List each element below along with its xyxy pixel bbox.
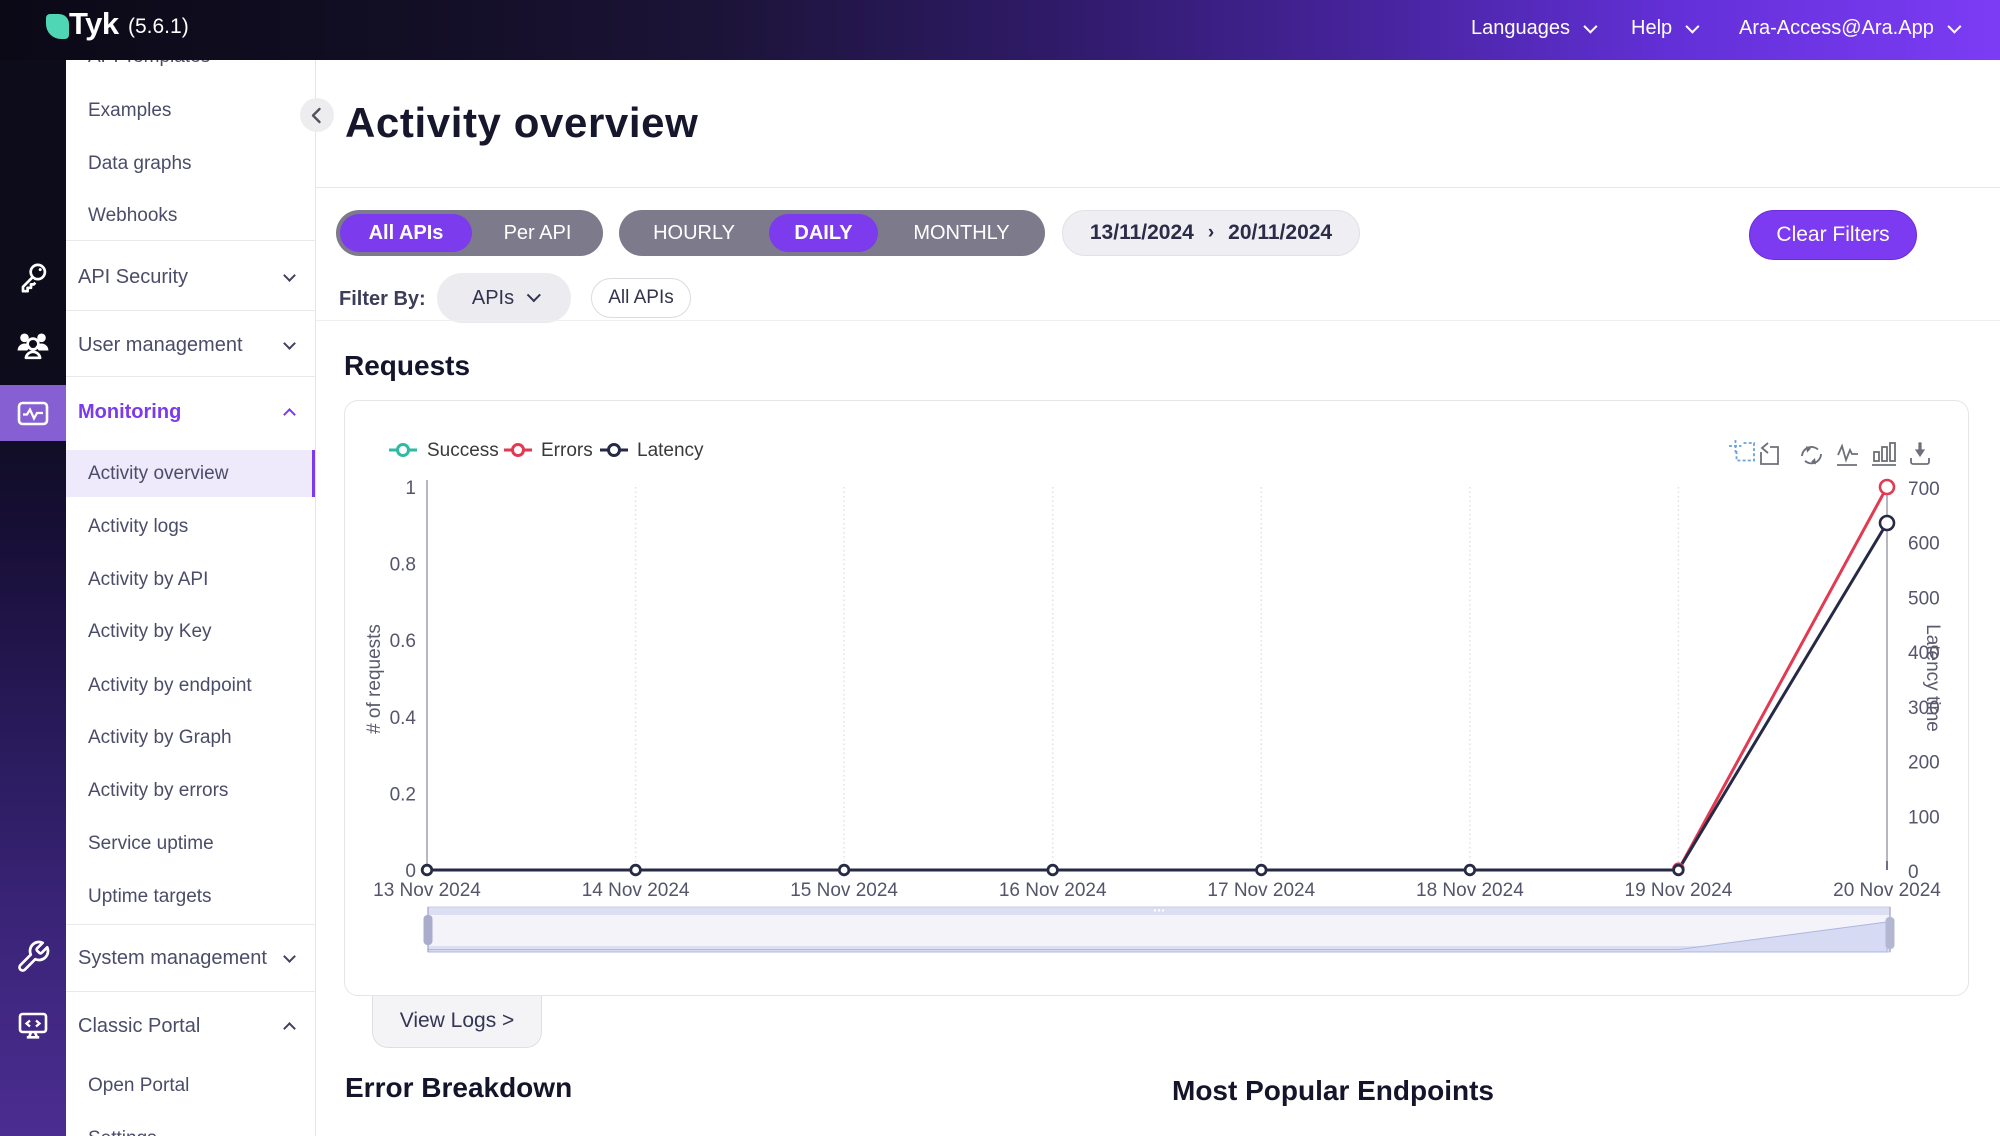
- svg-text:Latency time: Latency time: [1922, 624, 1943, 732]
- svg-text:Errors: Errors: [541, 440, 593, 461]
- svg-text:13 Nov 2024: 13 Nov 2024: [373, 880, 481, 901]
- svg-text:400: 400: [1908, 643, 1940, 664]
- svg-text:0.4: 0.4: [390, 708, 417, 729]
- svg-text:0: 0: [1908, 862, 1919, 883]
- svg-text:0: 0: [405, 861, 416, 882]
- svg-text:14 Nov 2024: 14 Nov 2024: [582, 880, 690, 901]
- svg-text:1: 1: [405, 478, 416, 499]
- svg-text:300: 300: [1908, 698, 1940, 719]
- svg-text:19 Nov 2024: 19 Nov 2024: [1625, 880, 1733, 901]
- svg-text:# of requests: # of requests: [364, 624, 385, 734]
- svg-text:17 Nov 2024: 17 Nov 2024: [1207, 880, 1315, 901]
- svg-text:16 Nov 2024: 16 Nov 2024: [999, 880, 1107, 901]
- svg-text:0.6: 0.6: [390, 631, 416, 652]
- svg-text:20 Nov 2024: 20 Nov 2024: [1833, 880, 1941, 901]
- svg-text:Success: Success: [427, 440, 499, 461]
- svg-text:200: 200: [1908, 753, 1940, 774]
- svg-text:100: 100: [1908, 807, 1940, 828]
- svg-text:18 Nov 2024: 18 Nov 2024: [1416, 880, 1524, 901]
- svg-text:500: 500: [1908, 588, 1940, 609]
- svg-text:700: 700: [1908, 479, 1940, 500]
- svg-text:0.2: 0.2: [390, 784, 416, 805]
- svg-text:0.8: 0.8: [390, 555, 416, 576]
- svg-text:600: 600: [1908, 534, 1940, 555]
- svg-text:15 Nov 2024: 15 Nov 2024: [790, 880, 898, 901]
- svg-text:Latency: Latency: [637, 440, 704, 461]
